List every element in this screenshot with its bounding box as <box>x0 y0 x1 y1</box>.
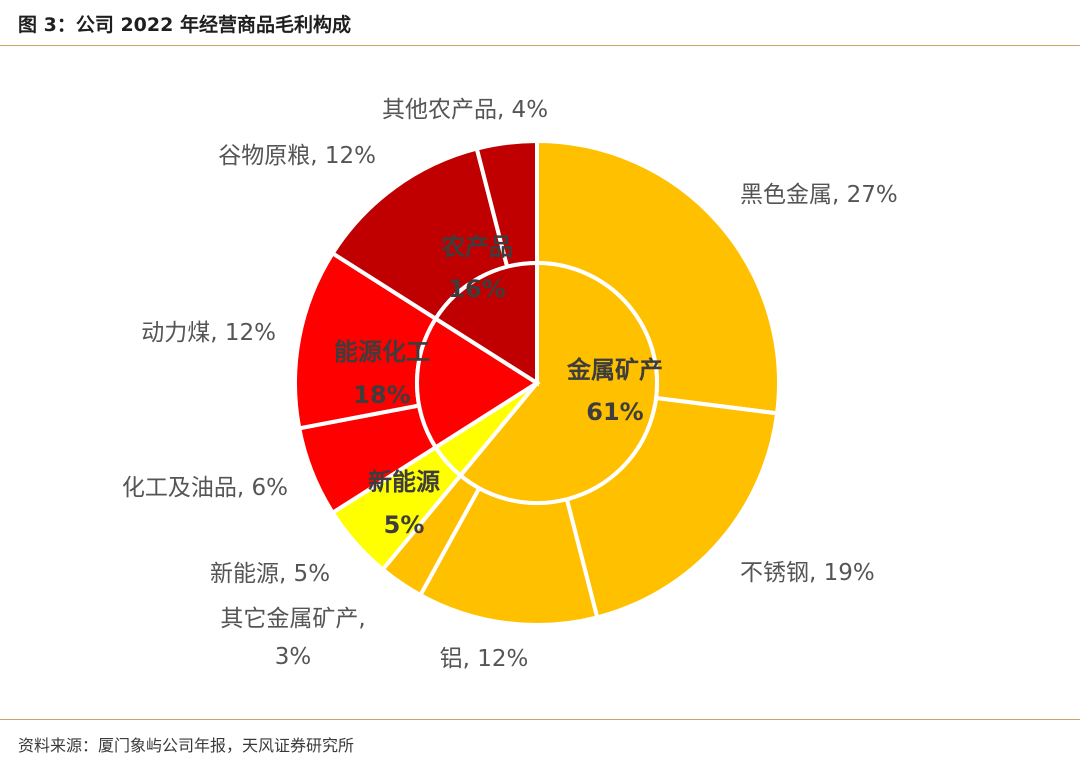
inner-labels: 金属矿产 61% 新能源 5% 能源化工 18% 农产品 16% <box>334 233 663 539</box>
outer-labels: 黑色金属, 27% 不锈钢, 19% 铝, 12% 其它金属矿产, 3% 新能源, 5% 化… <box>122 97 898 672</box>
inner-label-value: 16% <box>448 275 505 303</box>
page-title: 图 3：公司 2022 年经营商品毛利构成 <box>18 14 351 36</box>
outer-label: 其他农产品, 4% <box>382 97 548 123</box>
inner-label-value: 5% <box>384 511 425 539</box>
outer-label: 化工及油品, 6% <box>122 475 288 501</box>
outer-label: 铝, 12% <box>440 646 529 672</box>
inner-label-name: 能源化工 <box>334 338 430 366</box>
footer-divider <box>0 719 1080 720</box>
inner-label-name: 新能源 <box>368 468 440 496</box>
title-divider <box>0 45 1080 46</box>
inner-ring <box>415 260 659 505</box>
source-note: 资料来源：厦门象屿公司年报，天风证券研究所 <box>18 736 355 755</box>
inner-label-value: 61% <box>586 398 643 426</box>
outer-label: 黑色金属, 27% <box>740 182 898 208</box>
outer-label: 不锈钢, 19% <box>740 560 875 586</box>
outer-label: 动力煤, 12% <box>141 320 276 346</box>
outer-label-line2: 3% <box>275 644 312 670</box>
outer-label: 其它金属矿产, <box>220 606 365 632</box>
inner-slice-2 <box>415 315 541 451</box>
inner-slice-3 <box>432 260 539 387</box>
inner-slice-0 <box>457 260 659 505</box>
inner-label-value: 18% <box>353 381 410 409</box>
outer-label: 新能源, 5% <box>210 561 330 587</box>
outer-label: 谷物原粮, 12% <box>218 143 376 169</box>
inner-label-name: 农产品 <box>440 233 513 261</box>
inner-label-name: 金属矿产 <box>566 356 663 384</box>
